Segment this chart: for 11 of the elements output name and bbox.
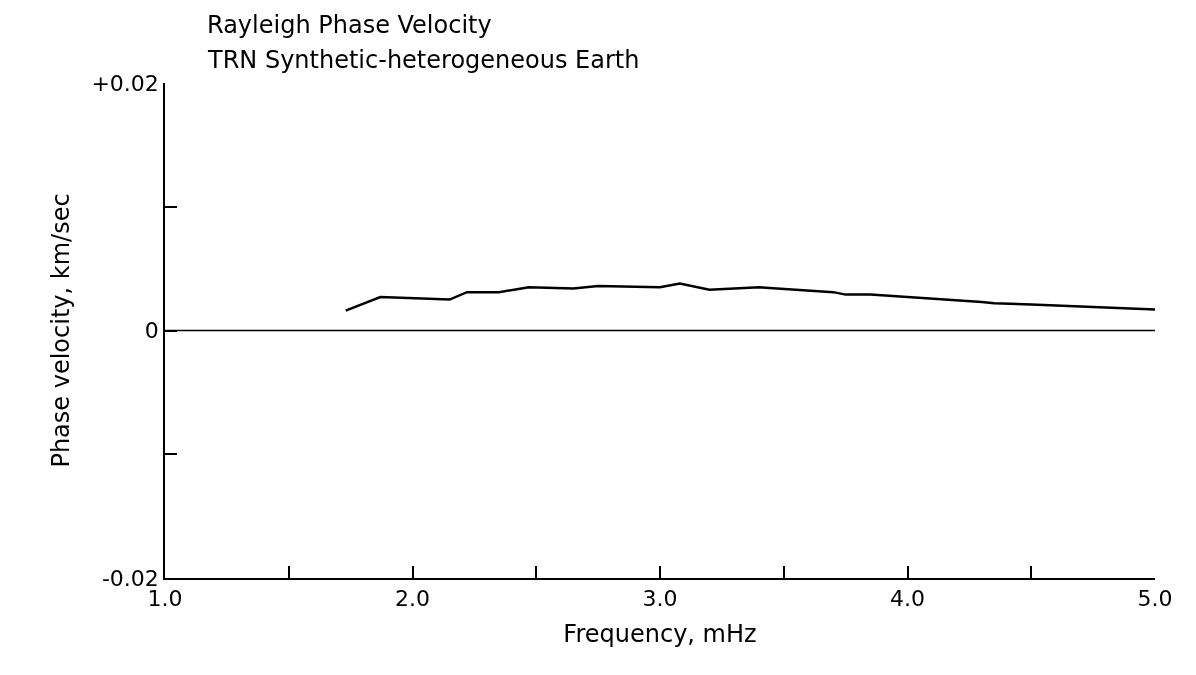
x-tick-label: 2.0 (395, 586, 430, 612)
x-tick-label: 5.0 (1137, 586, 1173, 612)
y-tick-label: +0.02 (91, 70, 159, 96)
x-tick-label: 4.0 (890, 586, 925, 612)
x-tick-label: 3.0 (642, 586, 678, 612)
line-series (344, 282, 1155, 312)
chart-subtitle: TRN Synthetic-heterogeneous Earth (207, 46, 640, 74)
y-tick-label: 0 (144, 318, 159, 344)
y-axis-title: Phase velocity, km/sec (47, 193, 76, 468)
x-axis-title: Frequency, mHz (563, 619, 757, 648)
chart-title: Rayleigh Phase Velocity (207, 11, 492, 39)
